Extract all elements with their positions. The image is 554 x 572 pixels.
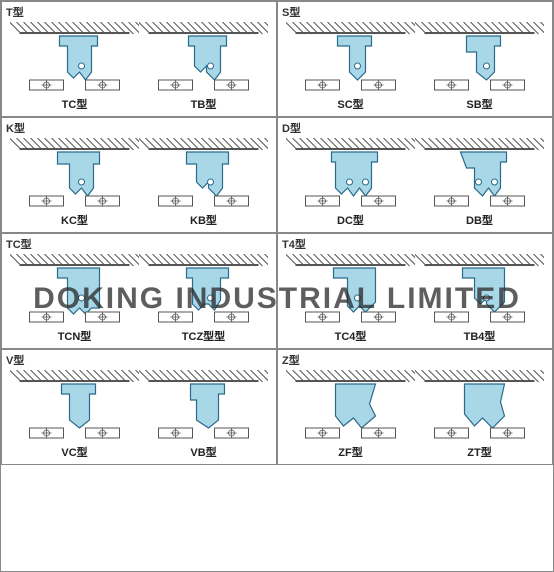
seal-label-sc: SC型	[337, 96, 363, 112]
panel-5: T4型 TC4型	[277, 233, 553, 349]
seal-item-tc4: TC4型	[286, 254, 415, 344]
seal-item-tcn: TCN型	[10, 254, 139, 344]
panel-0: T型 TC型	[1, 1, 277, 117]
panel-6: V型 VC型	[1, 349, 277, 465]
seal-item-zf: ZF型	[286, 370, 415, 460]
panel-body-6: VC型 VB型	[2, 370, 276, 464]
panel-body-7: ZF型 ZT型	[278, 370, 552, 464]
seal-diagram-tb4	[415, 254, 544, 326]
seal-diagram-vc	[10, 370, 139, 442]
seal-item-vc: VC型	[10, 370, 139, 460]
seal-label-tcn: TCN型	[58, 328, 92, 344]
seal-item-vb: VB型	[139, 370, 268, 460]
seal-item-kc: KC型	[10, 138, 139, 228]
panel-header-1: S型	[278, 2, 552, 22]
seal-item-tb: TB型	[139, 22, 268, 112]
seal-label-vb: VB型	[190, 444, 216, 460]
seal-item-tcz: TCZ型型	[139, 254, 268, 344]
panel-header-7: Z型	[278, 350, 552, 370]
seal-diagram-db	[415, 138, 544, 210]
seal-label-kc: KC型	[61, 212, 88, 228]
seal-label-tcz: TCZ型型	[182, 328, 225, 344]
seal-item-sc: SC型	[286, 22, 415, 112]
panel-body-0: TC型 TB型	[2, 22, 276, 116]
panel-7: Z型 ZF型	[277, 349, 553, 465]
seal-diagram-zt	[415, 370, 544, 442]
panel-1: S型 SC型	[277, 1, 553, 117]
seal-label-sb: SB型	[466, 96, 492, 112]
seal-diagram-tc	[10, 22, 139, 94]
seal-diagram-tcz	[139, 254, 268, 326]
panel-4: TC型 TCN型	[1, 233, 277, 349]
panel-body-1: SC型 SB型	[278, 22, 552, 116]
panel-header-4: TC型	[2, 234, 276, 254]
panel-body-4: TCN型 TCZ型型	[2, 254, 276, 348]
seal-label-tb4: TB4型	[464, 328, 496, 344]
seal-item-db: DB型	[415, 138, 544, 228]
seal-item-dc: DC型	[286, 138, 415, 228]
panel-header-5: T4型	[278, 234, 552, 254]
panel-2: K型 KC型	[1, 117, 277, 233]
panel-header-6: V型	[2, 350, 276, 370]
seal-diagram-kc	[10, 138, 139, 210]
seal-diagram-dc	[286, 138, 415, 210]
seal-label-vc: VC型	[61, 444, 87, 460]
seal-item-kb: KB型	[139, 138, 268, 228]
panel-3: D型 DC型	[277, 117, 553, 233]
seal-item-tb4: TB4型	[415, 254, 544, 344]
seal-diagram-tb	[139, 22, 268, 94]
seal-item-zt: ZT型	[415, 370, 544, 460]
seal-diagram-sc	[286, 22, 415, 94]
seal-diagram-sb	[415, 22, 544, 94]
seal-diagram-tcn	[10, 254, 139, 326]
seal-type-grid: T型 TC型	[0, 0, 554, 572]
seal-label-zf: ZF型	[338, 444, 362, 460]
seal-label-tc4: TC4型	[335, 328, 367, 344]
seal-item-sb: SB型	[415, 22, 544, 112]
panel-header-2: K型	[2, 118, 276, 138]
seal-label-zt: ZT型	[467, 444, 491, 460]
seal-label-kb: KB型	[190, 212, 217, 228]
panel-header-3: D型	[278, 118, 552, 138]
panel-body-2: KC型 KB型	[2, 138, 276, 232]
seal-label-tb: TB型	[191, 96, 217, 112]
seal-label-dc: DC型	[337, 212, 364, 228]
panel-body-5: TC4型 TB4型	[278, 254, 552, 348]
seal-diagram-vb	[139, 370, 268, 442]
seal-diagram-zf	[286, 370, 415, 442]
panel-body-3: DC型 DB型	[278, 138, 552, 232]
seal-diagram-tc4	[286, 254, 415, 326]
seal-diagram-kb	[139, 138, 268, 210]
seal-label-db: DB型	[466, 212, 493, 228]
panel-header-0: T型	[2, 2, 276, 22]
seal-label-tc: TC型	[62, 96, 88, 112]
seal-item-tc: TC型	[10, 22, 139, 112]
